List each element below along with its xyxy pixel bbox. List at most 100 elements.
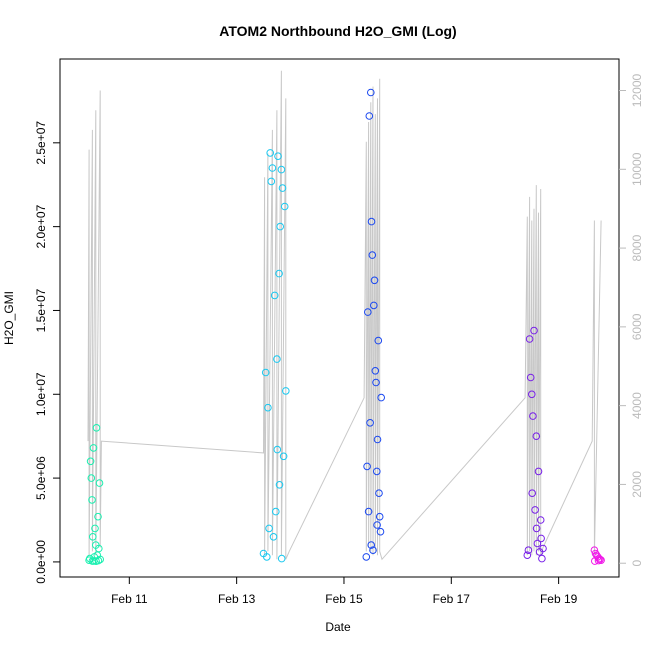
x-tick-label: Feb 13 <box>218 592 256 606</box>
x-tick-label: Feb 17 <box>433 592 471 606</box>
y-tick-label: 0.0e+00 <box>34 540 48 584</box>
y-axis: 0.0e+00 5.0e+06 1.0e+07 1.5e+07 2.0e+07 2.5e+… <box>34 121 60 584</box>
y-tick-label: 2.0e+07 <box>34 204 48 248</box>
data-point-series-2 <box>278 184 287 192</box>
data-point-series-4 <box>530 326 538 335</box>
data-point-series-4 <box>528 489 537 498</box>
data-point-series-3 <box>369 546 377 555</box>
data-point-series-4 <box>524 546 533 555</box>
data-point-series-4 <box>529 412 537 420</box>
data-point-series-1 <box>94 512 102 521</box>
data-point-series-3 <box>373 467 381 476</box>
data-point-series-3 <box>375 489 383 498</box>
secondary-y-axis: 0 2000 4000 6000 8000 10000 12000 <box>619 73 644 567</box>
data-point-series-4 <box>525 335 534 343</box>
data-point-series-3 <box>365 112 374 120</box>
data-point-series-2 <box>267 177 276 186</box>
data-point-series-3 <box>370 301 378 310</box>
x-tick-label: Feb 15 <box>325 592 363 606</box>
data-point-series-3 <box>372 378 380 387</box>
data-point-series-4 <box>537 534 545 543</box>
data-point-series-2 <box>270 291 279 300</box>
x-tick-label: Feb 11 <box>111 592 148 606</box>
x-tick-label: Feb 19 <box>540 592 578 606</box>
y2-tick-label: 0 <box>630 560 644 567</box>
data-point-series-2 <box>273 355 281 363</box>
data-point-series-4 <box>533 539 542 548</box>
y2-tick-label: 8000 <box>630 234 644 261</box>
secondary-series-line <box>87 70 602 561</box>
data-point-series-2 <box>277 165 286 174</box>
points-layer <box>85 88 605 566</box>
data-point-series-3 <box>373 521 381 529</box>
plot-frame <box>59 58 620 578</box>
data-point-series-3 <box>375 512 384 521</box>
chart-title: ATOM2 Northbound H2O_GMI (Log) <box>219 23 456 39</box>
data-point-series-4 <box>528 390 536 399</box>
y-axis-label: H2O_GMI <box>2 291 16 345</box>
data-point-series-4 <box>532 432 541 441</box>
data-point-series-4 <box>531 506 539 514</box>
data-point-series-2 <box>280 202 289 211</box>
data-point-series-1 <box>86 457 95 466</box>
data-point-series-1 <box>89 444 98 452</box>
data-point-series-4 <box>535 548 544 556</box>
data-point-series-2 <box>275 481 284 489</box>
data-point-series-2 <box>279 452 288 461</box>
data-point-series-3 <box>366 419 374 427</box>
data-point-series-4 <box>526 373 535 382</box>
data-point-series-2 <box>273 445 282 454</box>
data-point-series-1 <box>91 524 99 533</box>
data-point-series-3 <box>374 336 383 345</box>
data-point-series-3 <box>371 367 380 375</box>
y2-tick-label: 4000 <box>630 392 644 419</box>
data-point-series-2 <box>276 222 285 231</box>
data-point-series-4 <box>538 554 546 563</box>
data-point-series-2 <box>277 554 286 563</box>
y-tick-label: 1.0e+07 <box>34 372 48 416</box>
x-axis: Feb 11 Feb 13 Feb 15 Feb 17 Feb 19 <box>111 577 578 606</box>
data-point-series-3 <box>373 435 382 444</box>
data-point-series-3 <box>362 553 371 561</box>
data-point-series-1 <box>87 474 96 482</box>
data-point-series-4 <box>532 524 541 533</box>
y2-tick-label: 10000 <box>630 152 644 186</box>
data-point-series-2 <box>282 387 290 395</box>
data-point-series-4 <box>523 551 532 560</box>
y2-tick-label: 2000 <box>630 471 644 498</box>
data-point-series-3 <box>363 462 371 471</box>
data-point-series-3 <box>368 251 377 259</box>
data-point-series-3 <box>364 308 372 316</box>
data-point-series-1 <box>95 544 103 553</box>
data-point-series-2 <box>263 553 271 561</box>
data-point-series-1 <box>92 424 101 432</box>
data-point-series-1 <box>95 479 104 487</box>
x-axis-label: Date <box>325 620 351 634</box>
y-tick-label: 2.5e+07 <box>34 121 48 165</box>
data-point-series-2 <box>266 149 275 157</box>
data-point-series-3 <box>364 507 373 516</box>
data-point-series-1 <box>94 556 103 565</box>
data-point-series-2 <box>265 524 273 533</box>
data-point-series-4 <box>534 467 543 476</box>
data-point-series-1 <box>88 496 96 504</box>
data-point-series-2 <box>274 152 282 160</box>
data-point-series-5 <box>596 555 604 564</box>
data-point-series-3 <box>377 393 386 402</box>
secondary-line-layer <box>87 70 602 561</box>
y2-tick-label: 6000 <box>630 313 644 340</box>
y-tick-label: 1.5e+07 <box>34 288 48 332</box>
data-point-series-2 <box>269 533 278 541</box>
data-point-series-3 <box>367 217 376 226</box>
data-point-series-2 <box>272 507 280 516</box>
y2-tick-label: 12000 <box>630 73 644 107</box>
data-point-series-5 <box>591 557 599 565</box>
data-point-series-3 <box>376 527 385 536</box>
data-point-series-2 <box>268 164 277 172</box>
data-point-series-5 <box>590 546 599 555</box>
data-point-series-3 <box>367 541 376 549</box>
data-point-series-2 <box>261 368 270 377</box>
data-point-series-5 <box>594 556 603 565</box>
y-tick-label: 5.0e+06 <box>34 456 48 500</box>
